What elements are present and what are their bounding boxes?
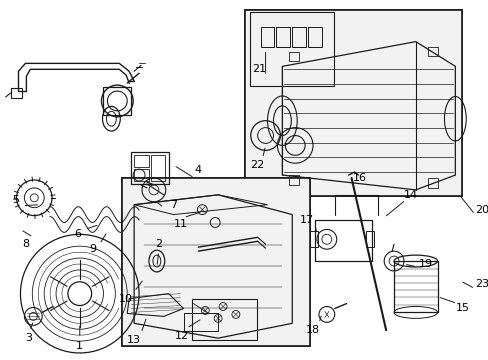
Bar bbox=[309, 231, 317, 247]
Text: 4: 4 bbox=[194, 165, 202, 175]
Bar bbox=[289, 51, 299, 62]
Text: 9: 9 bbox=[89, 244, 96, 254]
Bar bbox=[314, 220, 371, 261]
Bar bbox=[307, 27, 321, 46]
Text: 2: 2 bbox=[155, 239, 162, 249]
Text: 3: 3 bbox=[25, 333, 32, 343]
Bar bbox=[122, 178, 309, 346]
Text: 5: 5 bbox=[12, 195, 19, 205]
Bar bbox=[427, 178, 437, 188]
Bar bbox=[122, 178, 309, 346]
Bar bbox=[393, 261, 437, 312]
Text: 22: 22 bbox=[250, 160, 264, 170]
Text: 20: 20 bbox=[474, 204, 488, 215]
Text: 8: 8 bbox=[22, 239, 29, 249]
Text: 14: 14 bbox=[403, 190, 417, 200]
Bar bbox=[183, 314, 218, 331]
Text: 11: 11 bbox=[173, 220, 187, 229]
Text: 12: 12 bbox=[174, 331, 188, 341]
Bar bbox=[244, 10, 461, 196]
Bar bbox=[260, 27, 274, 46]
Text: 21: 21 bbox=[252, 64, 266, 74]
Text: 6: 6 bbox=[74, 229, 81, 239]
Bar bbox=[11, 88, 22, 98]
Text: 7: 7 bbox=[170, 200, 177, 210]
Text: 17: 17 bbox=[300, 215, 313, 225]
Text: 10: 10 bbox=[119, 294, 133, 303]
Bar bbox=[289, 175, 299, 185]
Bar bbox=[131, 152, 168, 184]
Text: 13: 13 bbox=[127, 335, 141, 345]
Bar bbox=[122, 178, 309, 346]
Bar bbox=[134, 155, 149, 167]
Bar bbox=[249, 12, 333, 86]
Text: 19: 19 bbox=[418, 259, 432, 269]
Bar bbox=[103, 87, 131, 115]
Text: 23: 23 bbox=[474, 279, 488, 289]
Text: 18: 18 bbox=[305, 325, 320, 335]
Bar bbox=[134, 169, 149, 181]
Bar bbox=[151, 155, 164, 181]
Bar bbox=[292, 27, 305, 46]
Text: 1: 1 bbox=[76, 341, 83, 351]
Bar bbox=[244, 10, 461, 196]
Bar bbox=[244, 10, 461, 196]
Bar bbox=[192, 298, 256, 340]
Bar bbox=[427, 46, 437, 57]
Text: 16: 16 bbox=[352, 173, 366, 183]
Bar bbox=[276, 27, 290, 46]
Text: 15: 15 bbox=[455, 303, 469, 314]
Bar bbox=[366, 231, 373, 247]
